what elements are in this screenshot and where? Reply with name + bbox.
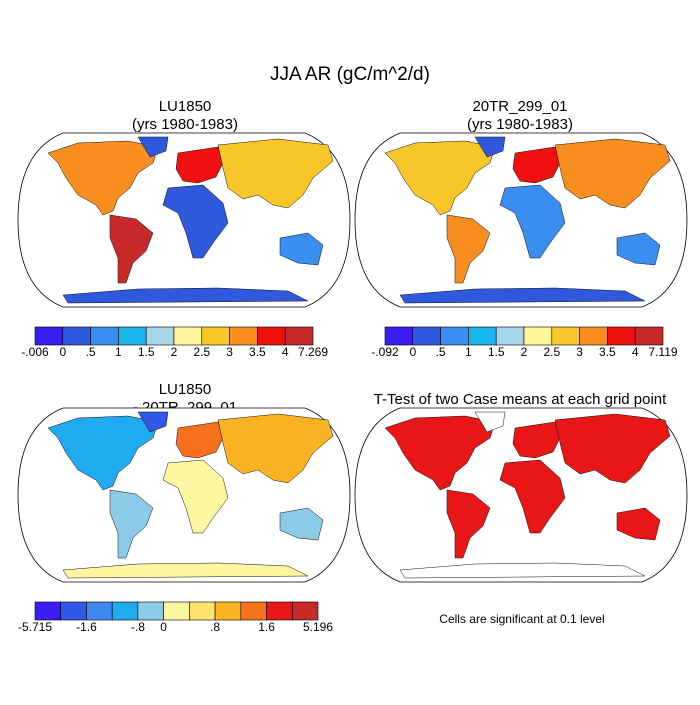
- colorbar-box: [468, 326, 497, 346]
- colorbar-label: 3: [226, 345, 233, 359]
- colorbar-label: 0: [59, 345, 66, 359]
- colorbar-box: [291, 601, 319, 621]
- colorbar-box: [111, 601, 139, 621]
- colorbar-box: [266, 601, 293, 621]
- colorbar-label: 3.5: [599, 345, 616, 359]
- colorbar-box: [384, 326, 414, 346]
- colorbar-box: [34, 601, 62, 621]
- colorbar-box: [60, 601, 87, 621]
- colorbar-box: [214, 601, 242, 621]
- colorbar-box: [145, 326, 175, 346]
- panel-title: LU1850: [159, 381, 212, 398]
- map: [17, 132, 351, 308]
- colorbar-box: [86, 601, 113, 621]
- colorbar-label: 2.5: [543, 345, 560, 359]
- panel-title: (yrs 1980-1983): [467, 116, 573, 133]
- colorbar-box: [551, 326, 580, 346]
- colorbar-label: 0: [160, 620, 167, 634]
- figure-title: JJA AR (gC/m^2/d): [270, 64, 430, 85]
- colorbar-label: 2.5: [193, 345, 210, 359]
- colorbar-label: 7.269: [298, 345, 328, 359]
- colorbar-box: [257, 326, 286, 346]
- colorbar-box: [62, 326, 91, 346]
- colorbar-label: 5.196: [303, 620, 333, 634]
- colorbar-label: .5: [86, 345, 96, 359]
- colorbar-label: 1.6: [258, 620, 275, 634]
- colorbar-label: .8: [210, 620, 220, 634]
- colorbar-label: -.8: [131, 620, 145, 634]
- colorbar-box: [173, 326, 203, 346]
- panel-title: T-Test of two Case means at each grid po…: [374, 391, 667, 408]
- colorbar-box: [229, 326, 258, 346]
- colorbar-box: [90, 326, 119, 346]
- colorbar-box: [201, 326, 230, 346]
- panel-title: (yrs 1980-1983): [132, 116, 238, 133]
- colorbar-box: [118, 326, 147, 346]
- colorbar-label: 1: [465, 345, 472, 359]
- panel-title: 20TR_299_01: [472, 98, 567, 115]
- colorbar-box: [523, 326, 553, 346]
- colorbar-box: [495, 326, 525, 346]
- colorbar-label: 0: [409, 345, 416, 359]
- colorbar-label: 2: [171, 345, 178, 359]
- colorbar-box: [189, 601, 216, 621]
- colorbar-box: [240, 601, 267, 621]
- colorbar-label: -.006: [21, 345, 49, 359]
- colorbar-label: 1: [115, 345, 122, 359]
- colorbar-box: [607, 326, 636, 346]
- colorbar-label: -.092: [371, 345, 399, 359]
- colorbar-box: [634, 326, 664, 346]
- colorbar-label: 1.5: [488, 345, 505, 359]
- colorbar-label: 4: [632, 345, 639, 359]
- colorbar-box: [579, 326, 608, 346]
- colorbar-label: -5.715: [18, 620, 52, 634]
- colorbar-box: [163, 601, 190, 621]
- map: [354, 132, 688, 308]
- colorbar-label: 4: [282, 345, 289, 359]
- colorbar-box: [284, 326, 314, 346]
- colorbar-box: [34, 326, 64, 346]
- colorbar-label: 2: [521, 345, 528, 359]
- colorbar-label: .5: [436, 345, 446, 359]
- colorbar-label: 1.5: [138, 345, 155, 359]
- colorbar-label: 3.5: [249, 345, 266, 359]
- colorbar-box: [137, 601, 164, 621]
- colorbar-label: -1.6: [76, 620, 97, 634]
- panel-note: Cells are significant at 0.1 level: [439, 612, 604, 626]
- colorbar-label: 3: [576, 345, 583, 359]
- colorbar-box: [440, 326, 469, 346]
- colorbar-box: [412, 326, 441, 346]
- colorbar-label: 7.119: [648, 345, 677, 359]
- panel-title: LU1850: [159, 98, 212, 115]
- map: [17, 407, 351, 583]
- map: [354, 407, 688, 583]
